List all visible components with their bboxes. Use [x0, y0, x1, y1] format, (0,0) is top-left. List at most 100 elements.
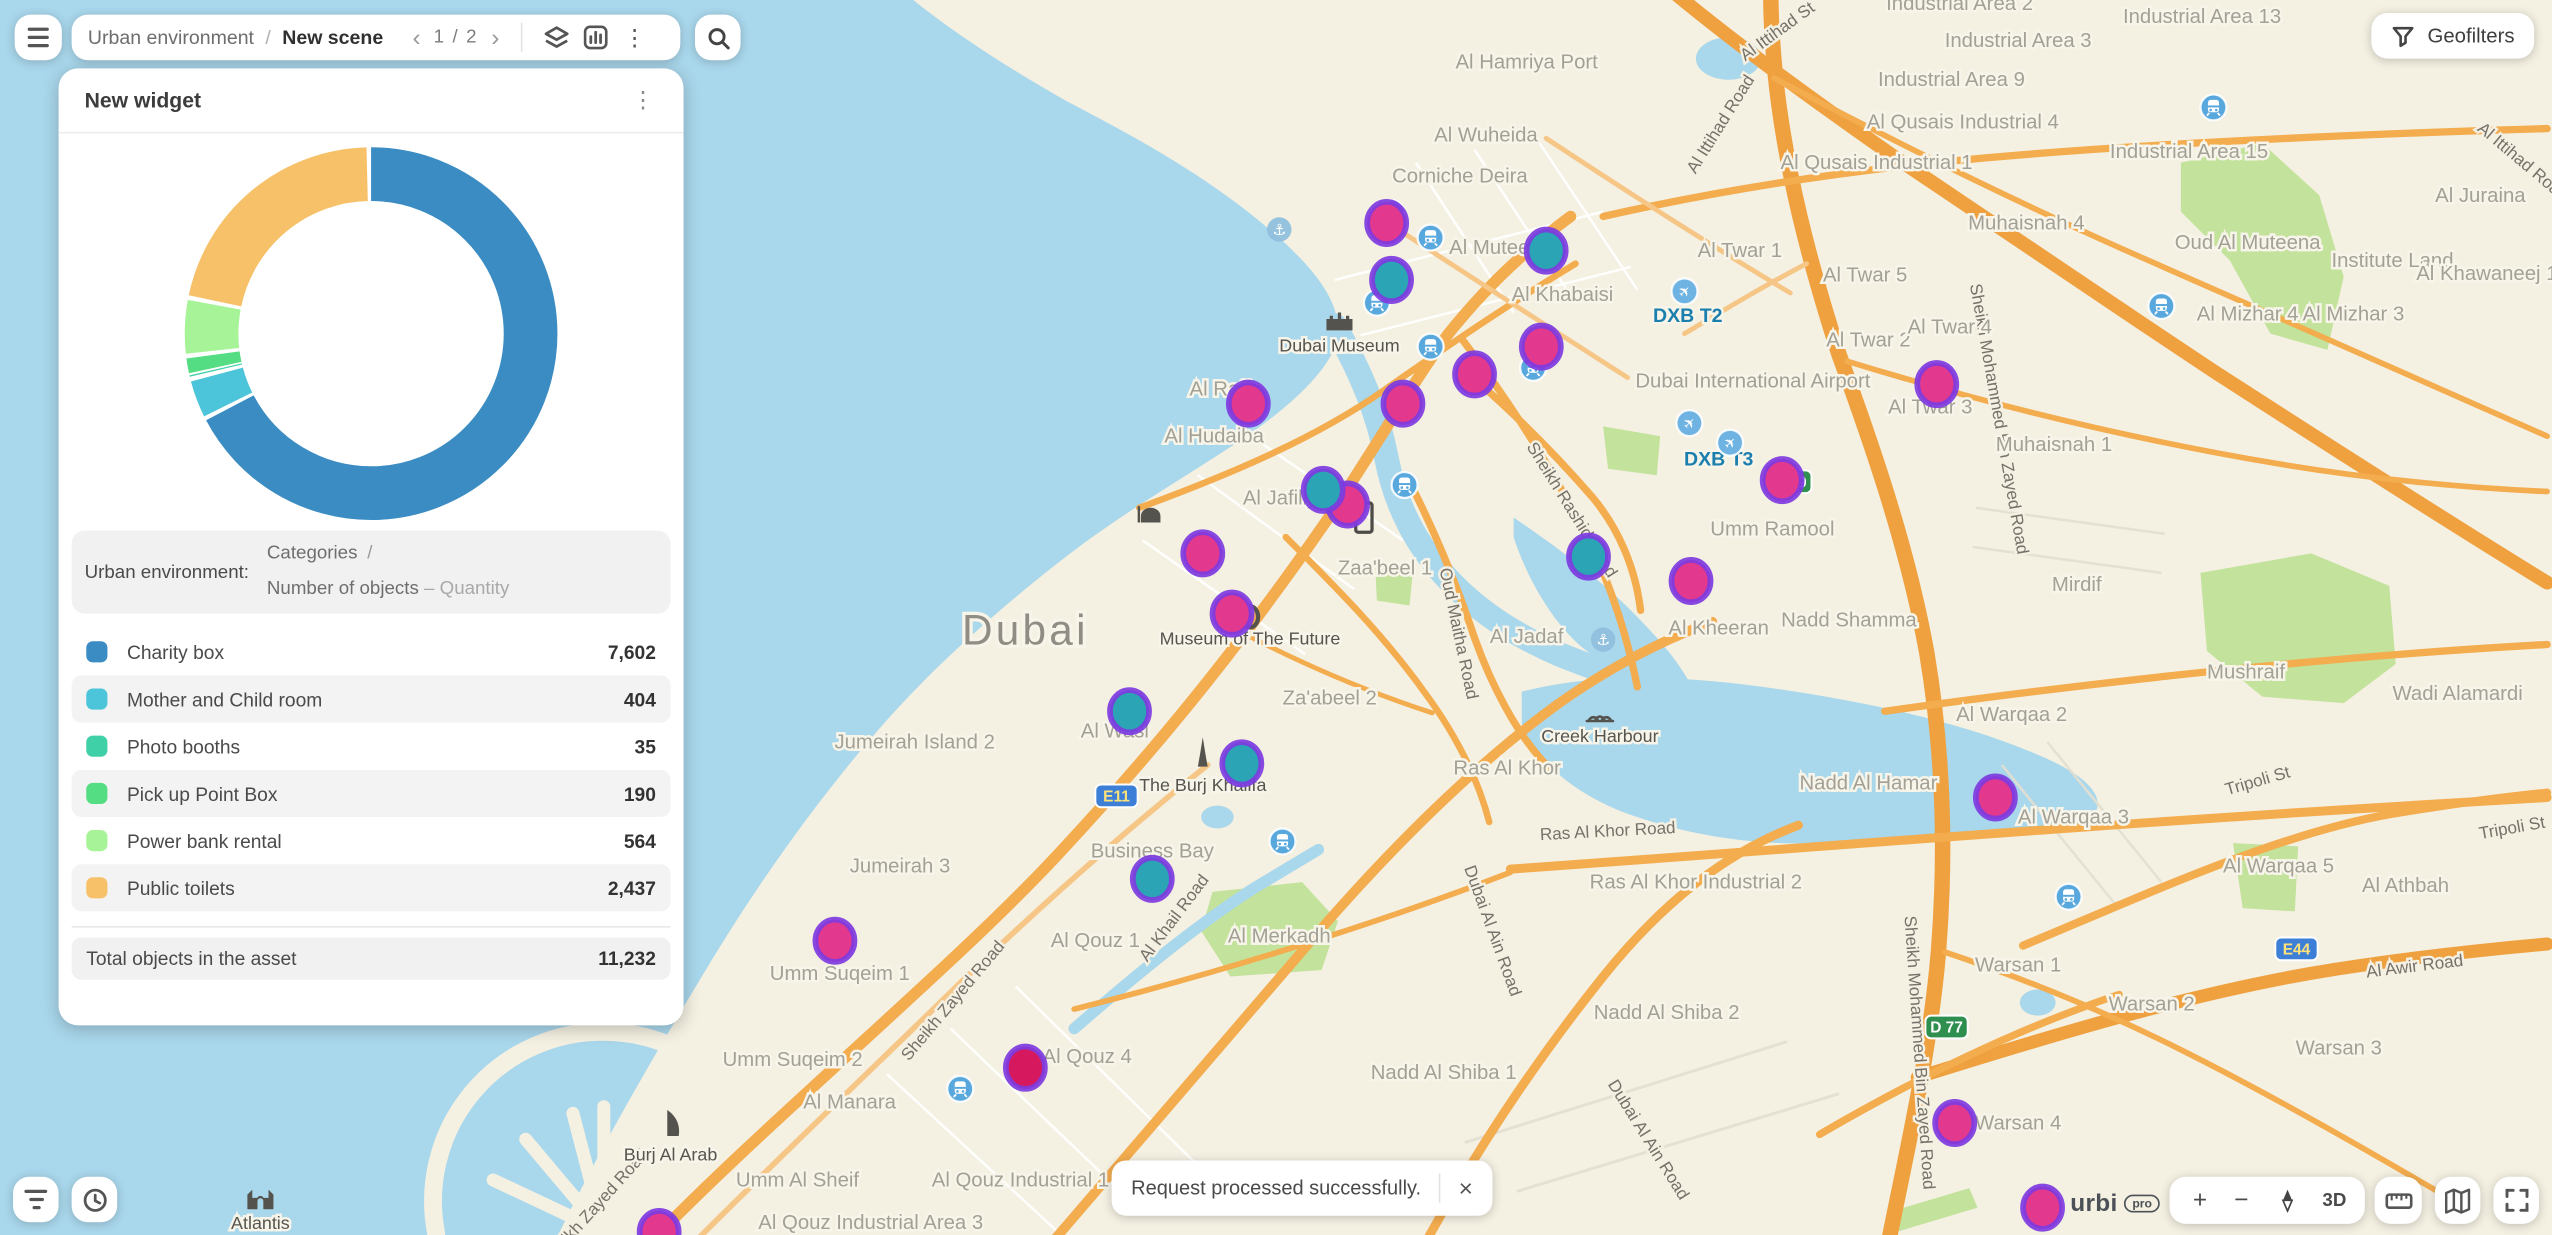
- data-marker[interactable]: [1932, 1099, 1978, 1148]
- zoom-out-button[interactable]: −: [2234, 1186, 2249, 1215]
- donut-segment[interactable]: [184, 146, 558, 521]
- metro-station-icon[interactable]: [2199, 93, 2228, 122]
- urbi-logo-text: urbi: [2070, 1189, 2118, 1218]
- next-scene-button[interactable]: ›: [491, 23, 500, 52]
- road: [1763, 0, 1951, 1235]
- breadcrumb-separator: /: [265, 26, 271, 49]
- prev-scene-button[interactable]: ‹: [412, 23, 421, 52]
- toolbar-kebab-button[interactable]: ⋮: [623, 23, 646, 50]
- route-badge: E11: [1094, 783, 1139, 809]
- legend-row[interactable]: Pick up Point Box 190: [71, 770, 671, 818]
- data-marker[interactable]: [1225, 379, 1271, 428]
- compass-button[interactable]: [2271, 1188, 2305, 1213]
- metro-station-icon[interactable]: [1390, 470, 1419, 500]
- toast-close-button[interactable]: ×: [1458, 1174, 1473, 1202]
- data-marker[interactable]: [1759, 456, 1805, 505]
- airport-icon: ✈: [1670, 277, 1699, 306]
- donut-chart[interactable]: [59, 140, 684, 527]
- district-label: Al Twar 5: [1823, 265, 1907, 287]
- toast-message: Request processed successfully.: [1131, 1176, 1422, 1200]
- hamburger-menu-button[interactable]: [14, 14, 62, 61]
- road: [1380, 217, 1630, 381]
- anchor-icon: ⚓: [1267, 217, 1292, 242]
- district-label: Warsan 4: [1975, 1113, 2061, 1135]
- fullscreen-button[interactable]: [2493, 1176, 2539, 1224]
- filters-button[interactable]: [13, 1176, 59, 1223]
- breadcrumb-parent[interactable]: Urban environment: [87, 26, 254, 49]
- legend-swatch: [86, 877, 108, 900]
- data-marker[interactable]: [1107, 687, 1152, 736]
- data-marker[interactable]: [2020, 1183, 2065, 1232]
- park-area: [2180, 143, 2344, 350]
- donut-segment[interactable]: [184, 146, 558, 521]
- widgets-button[interactable]: [576, 18, 615, 57]
- metro-station-icon[interactable]: [1268, 827, 1297, 856]
- district-label: Muhaisnah 1: [1996, 434, 2112, 456]
- data-marker[interactable]: [1972, 773, 2018, 822]
- basemap-button[interactable]: [2434, 1176, 2481, 1224]
- data-marker[interactable]: [1364, 198, 1410, 247]
- legend-row[interactable]: Mother and Child room 404: [71, 676, 671, 724]
- layers-button[interactable]: [537, 18, 576, 57]
- district-label: Nadd Al Shiba 2: [1594, 1002, 1740, 1024]
- data-marker[interactable]: [1129, 854, 1175, 903]
- data-marker[interactable]: [1380, 379, 1426, 428]
- data-marker[interactable]: [1566, 532, 1611, 581]
- legend-row[interactable]: Charity box 7,602: [72, 629, 671, 676]
- metro-station-icon[interactable]: [1416, 332, 1445, 361]
- measure-button[interactable]: [2374, 1176, 2422, 1224]
- data-marker[interactable]: [1523, 226, 1569, 275]
- district-label: Al Manara: [803, 1091, 896, 1113]
- data-marker[interactable]: [1209, 589, 1255, 638]
- legend-swatch: [86, 689, 108, 711]
- donut-segment[interactable]: [184, 146, 558, 521]
- data-marker[interactable]: [1914, 360, 1960, 409]
- palm-frond: [486, 1173, 611, 1235]
- scene-toolbar: Urban environment / New scene ‹ 1 / 2 › …: [71, 14, 681, 61]
- data-marker[interactable]: [1668, 557, 1714, 606]
- district-label: Al Wuheida: [1434, 125, 1538, 147]
- metro-station-icon[interactable]: [2054, 882, 2083, 911]
- zoom-in-button[interactable]: +: [2192, 1186, 2208, 1215]
- map-icon: [2444, 1187, 2471, 1213]
- widget-kebab-button[interactable]: ⋮: [631, 86, 655, 113]
- legend-value: 404: [623, 688, 656, 712]
- legend-row[interactable]: Public toilets 2,437: [71, 864, 671, 913]
- geofilters-button[interactable]: Geofilters: [2370, 13, 2535, 59]
- data-marker[interactable]: [1180, 529, 1226, 578]
- data-marker[interactable]: [1452, 350, 1497, 399]
- data-marker[interactable]: [1219, 739, 1265, 788]
- district-label: Warsan 1: [1975, 955, 2061, 977]
- district-label: Al Mizhar 4: [2197, 304, 2299, 326]
- lagoon-water: [1521, 677, 2098, 844]
- metro-station-icon[interactable]: [1416, 223, 1445, 252]
- legend-row[interactable]: Photo booths 35: [72, 723, 671, 770]
- metro-station-icon[interactable]: [946, 1074, 975, 1103]
- legend-label: Photo booths: [126, 735, 241, 759]
- district-label: Umm Suqeim 2: [723, 1049, 863, 1071]
- history-button[interactable]: [71, 1176, 118, 1223]
- data-marker[interactable]: [812, 916, 858, 965]
- data-marker[interactable]: [1002, 1043, 1048, 1092]
- search-button[interactable]: [694, 14, 741, 61]
- legend-row[interactable]: Power bank rental 564: [72, 818, 671, 865]
- data-marker[interactable]: [636, 1208, 682, 1235]
- lake-water: [1201, 805, 1234, 829]
- donut-segment[interactable]: [184, 147, 558, 521]
- lake-water: [2019, 989, 2056, 1016]
- legend-value: 7,602: [607, 641, 656, 664]
- district-label: Nadd Shamma: [1781, 610, 1917, 632]
- palm-frond: [597, 1106, 643, 1235]
- donut-segment[interactable]: [184, 146, 558, 521]
- district-label: Industrial Area 13: [2123, 6, 2281, 28]
- data-marker[interactable]: [1518, 322, 1564, 371]
- 3d-toggle-button[interactable]: 3D: [2322, 1190, 2347, 1211]
- metro-station-icon[interactable]: [2147, 291, 2176, 321]
- district-label: Al Kheeran: [1668, 618, 1769, 640]
- data-marker[interactable]: [1369, 255, 1414, 304]
- road: [1942, 949, 2477, 1216]
- total-row: Total objects in the asset 11,232: [71, 938, 671, 981]
- svg-text:⚓: ⚓: [1596, 631, 1610, 649]
- data-marker[interactable]: [1300, 465, 1346, 514]
- urbi-logo: urbi pro: [2070, 1189, 2161, 1218]
